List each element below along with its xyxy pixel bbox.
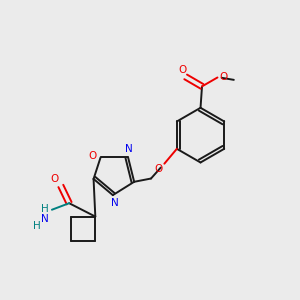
Text: O: O — [88, 152, 96, 161]
Text: H: H — [40, 203, 48, 214]
Text: O: O — [50, 174, 58, 184]
Text: N: N — [111, 197, 119, 208]
Text: N: N — [40, 214, 48, 224]
Text: N: N — [125, 144, 133, 154]
Text: O: O — [154, 164, 163, 174]
Text: O: O — [219, 72, 227, 82]
Text: O: O — [178, 65, 186, 75]
Text: H: H — [34, 221, 41, 231]
